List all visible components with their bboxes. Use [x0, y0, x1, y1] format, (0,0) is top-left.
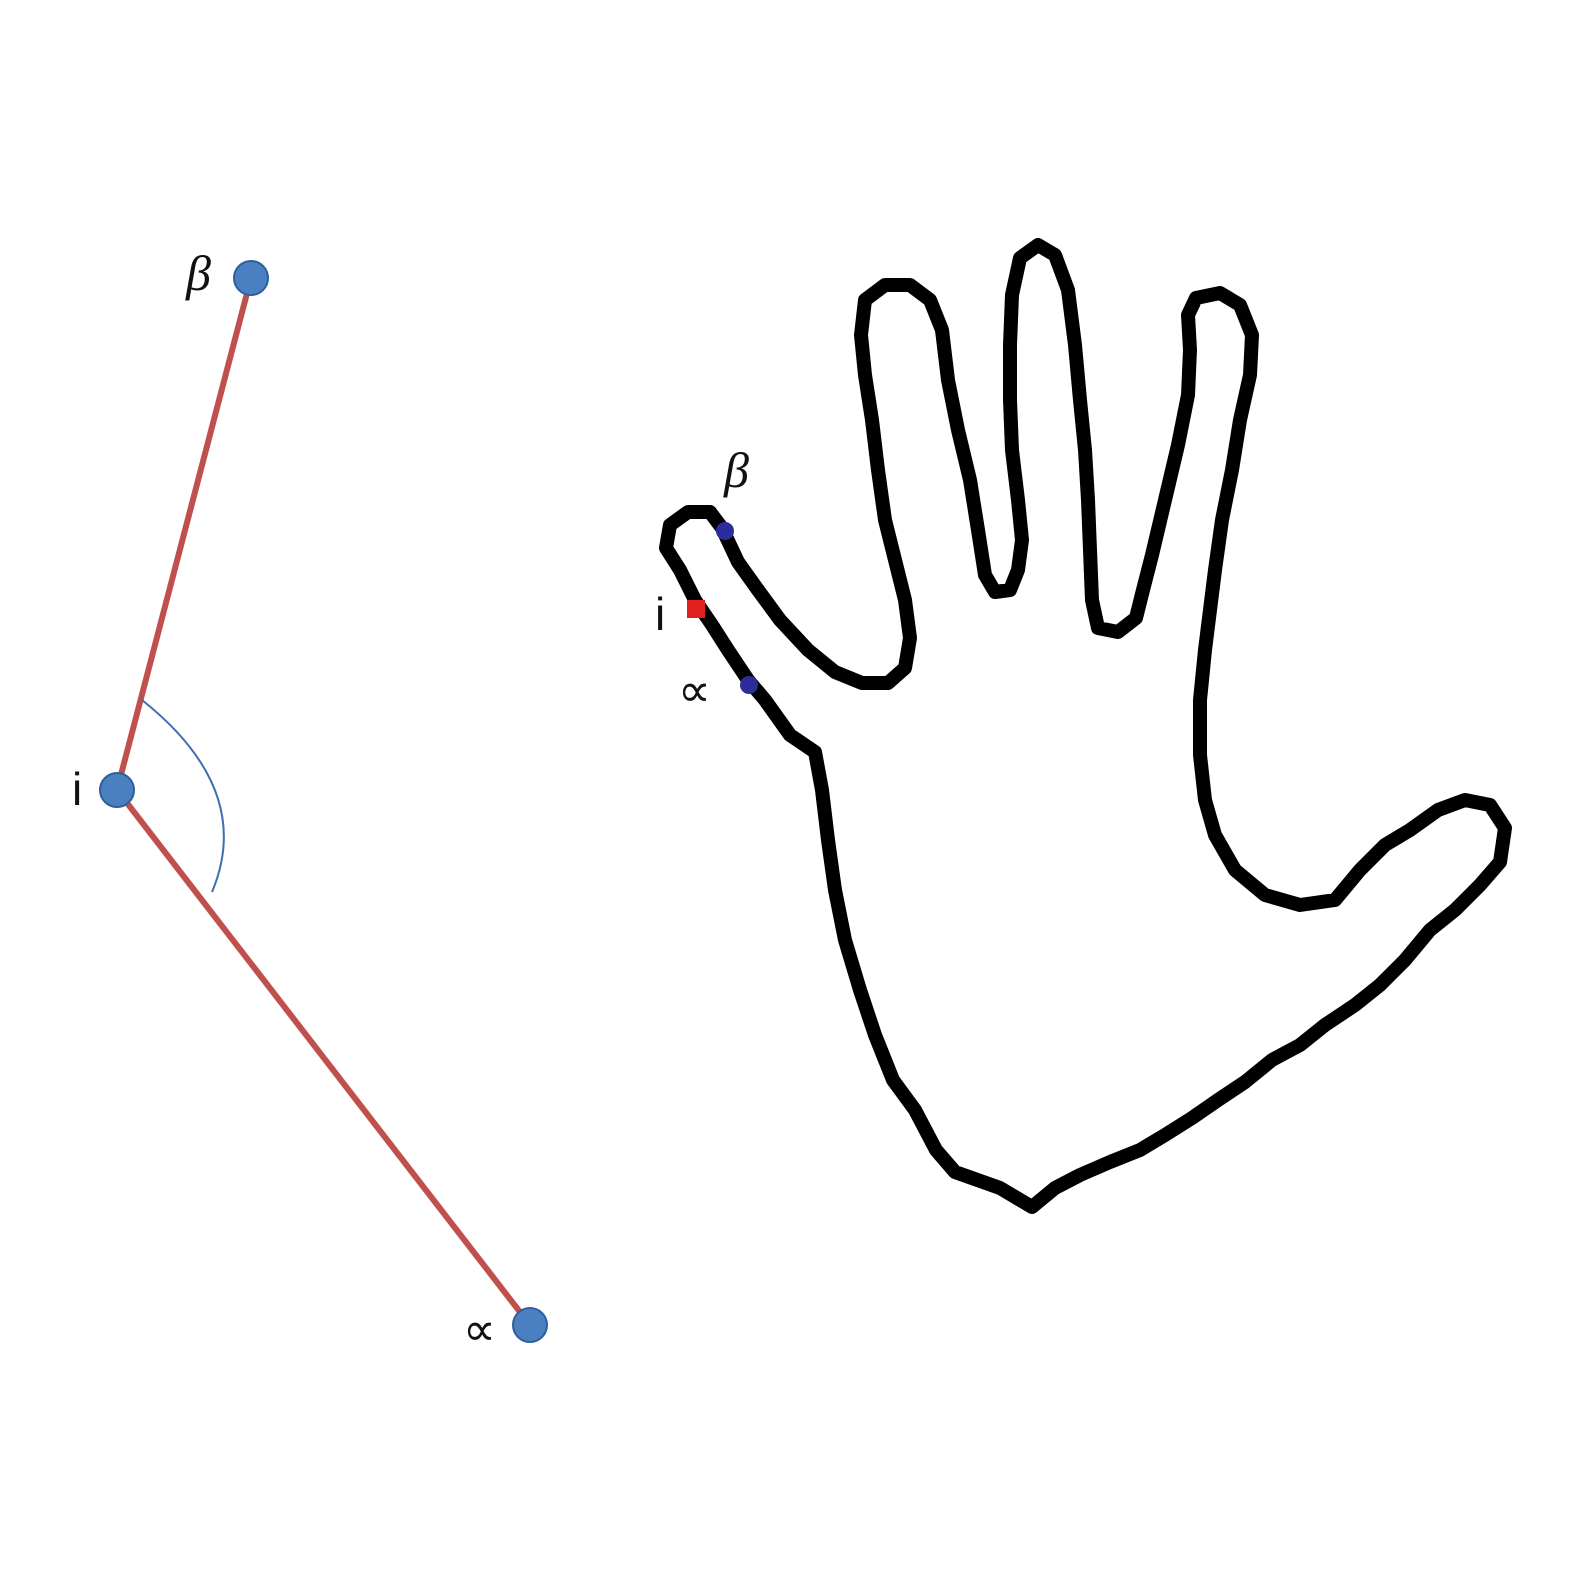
angle-arc — [141, 699, 225, 893]
hand-label-beta: β — [723, 442, 749, 498]
hand-outline — [659, 238, 1512, 1214]
hand-label-i: i — [655, 588, 665, 640]
hand-point-beta — [716, 522, 734, 540]
point-alpha — [512, 1307, 548, 1343]
hand-point-alpha — [740, 676, 758, 694]
label-alpha: ∝ — [463, 1302, 496, 1356]
point-i — [99, 772, 135, 808]
label-beta: β — [185, 245, 211, 301]
segment-i-beta — [114, 275, 254, 793]
point-beta — [233, 260, 269, 296]
hand-point-i — [687, 600, 705, 618]
segment-i-alpha — [114, 787, 533, 1328]
hand-label-alpha: ∝ — [678, 663, 711, 717]
label-i: i — [72, 763, 82, 815]
hand-contour-panel: β i ∝ — [655, 238, 1512, 1214]
angle-diagram: β i ∝ — [72, 245, 548, 1356]
